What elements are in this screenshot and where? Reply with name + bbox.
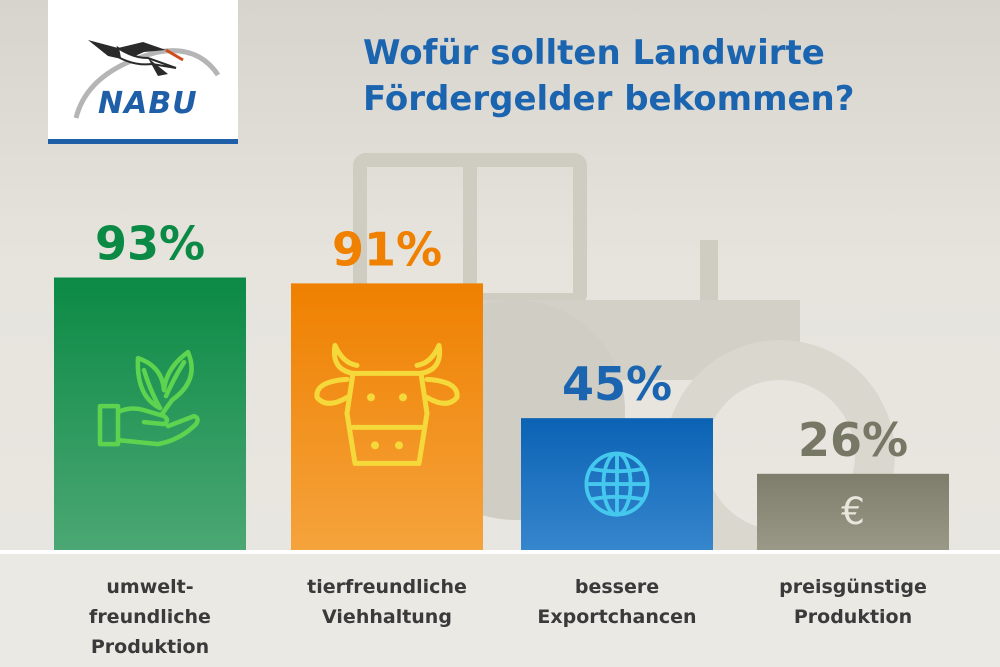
chart-title: Wofür sollten Landwirte Fördergelder bek… [363,30,963,122]
value-label-umweltfreundliche-produktion: 93% [95,217,205,271]
logo-text: NABU [98,86,198,121]
title-line-1: Wofür sollten Landwirte [363,33,825,73]
nabu-logo: NABU [48,0,238,144]
value-label-preisguenstige-produktion: 26% [798,413,908,467]
title-line-2: Fördergelder bekommen? [363,79,855,119]
category-label-tierfreundliche-viehhaltung: tierfreundliche Viehhaltung [282,572,492,632]
category-label-line: umwelt- [106,576,194,598]
category-label-bessere-exportchancen: bessere Exportchancen [512,572,722,632]
value-label-bessere-exportchancen: 45% [562,357,672,411]
value-label-tierfreundliche-viehhaltung: 91% [332,222,442,276]
plant-in-hand-icon [97,349,200,447]
stork-icon [73,40,221,119]
category-label-line: preisgünstige [779,576,927,598]
category-label-line: Exportchancen [537,606,697,628]
category-label-line: bessere [574,576,660,598]
category-label-preisguenstige-produktion: preisgünstige Produktion [748,572,958,632]
category-label-line: tierfreundliche [307,576,467,598]
category-band [0,550,1000,667]
globe-icon [584,451,650,517]
category-label-line: Produktion [793,606,913,628]
bar-tierfreundliche-viehhaltung [291,283,483,550]
category-label-line: Produktion [90,636,210,658]
euro-icon: € [841,489,865,533]
svg-text:€: € [841,489,865,533]
cow-head-icon [314,342,460,466]
category-label-line: freundliche [89,606,211,628]
category-label-umweltfreundliche-produktion: umwelt-freundliche Produktion [45,572,255,662]
category-label-line: Viehhaltung [322,606,452,628]
bar-preisguenstige-produktion [757,473,949,550]
